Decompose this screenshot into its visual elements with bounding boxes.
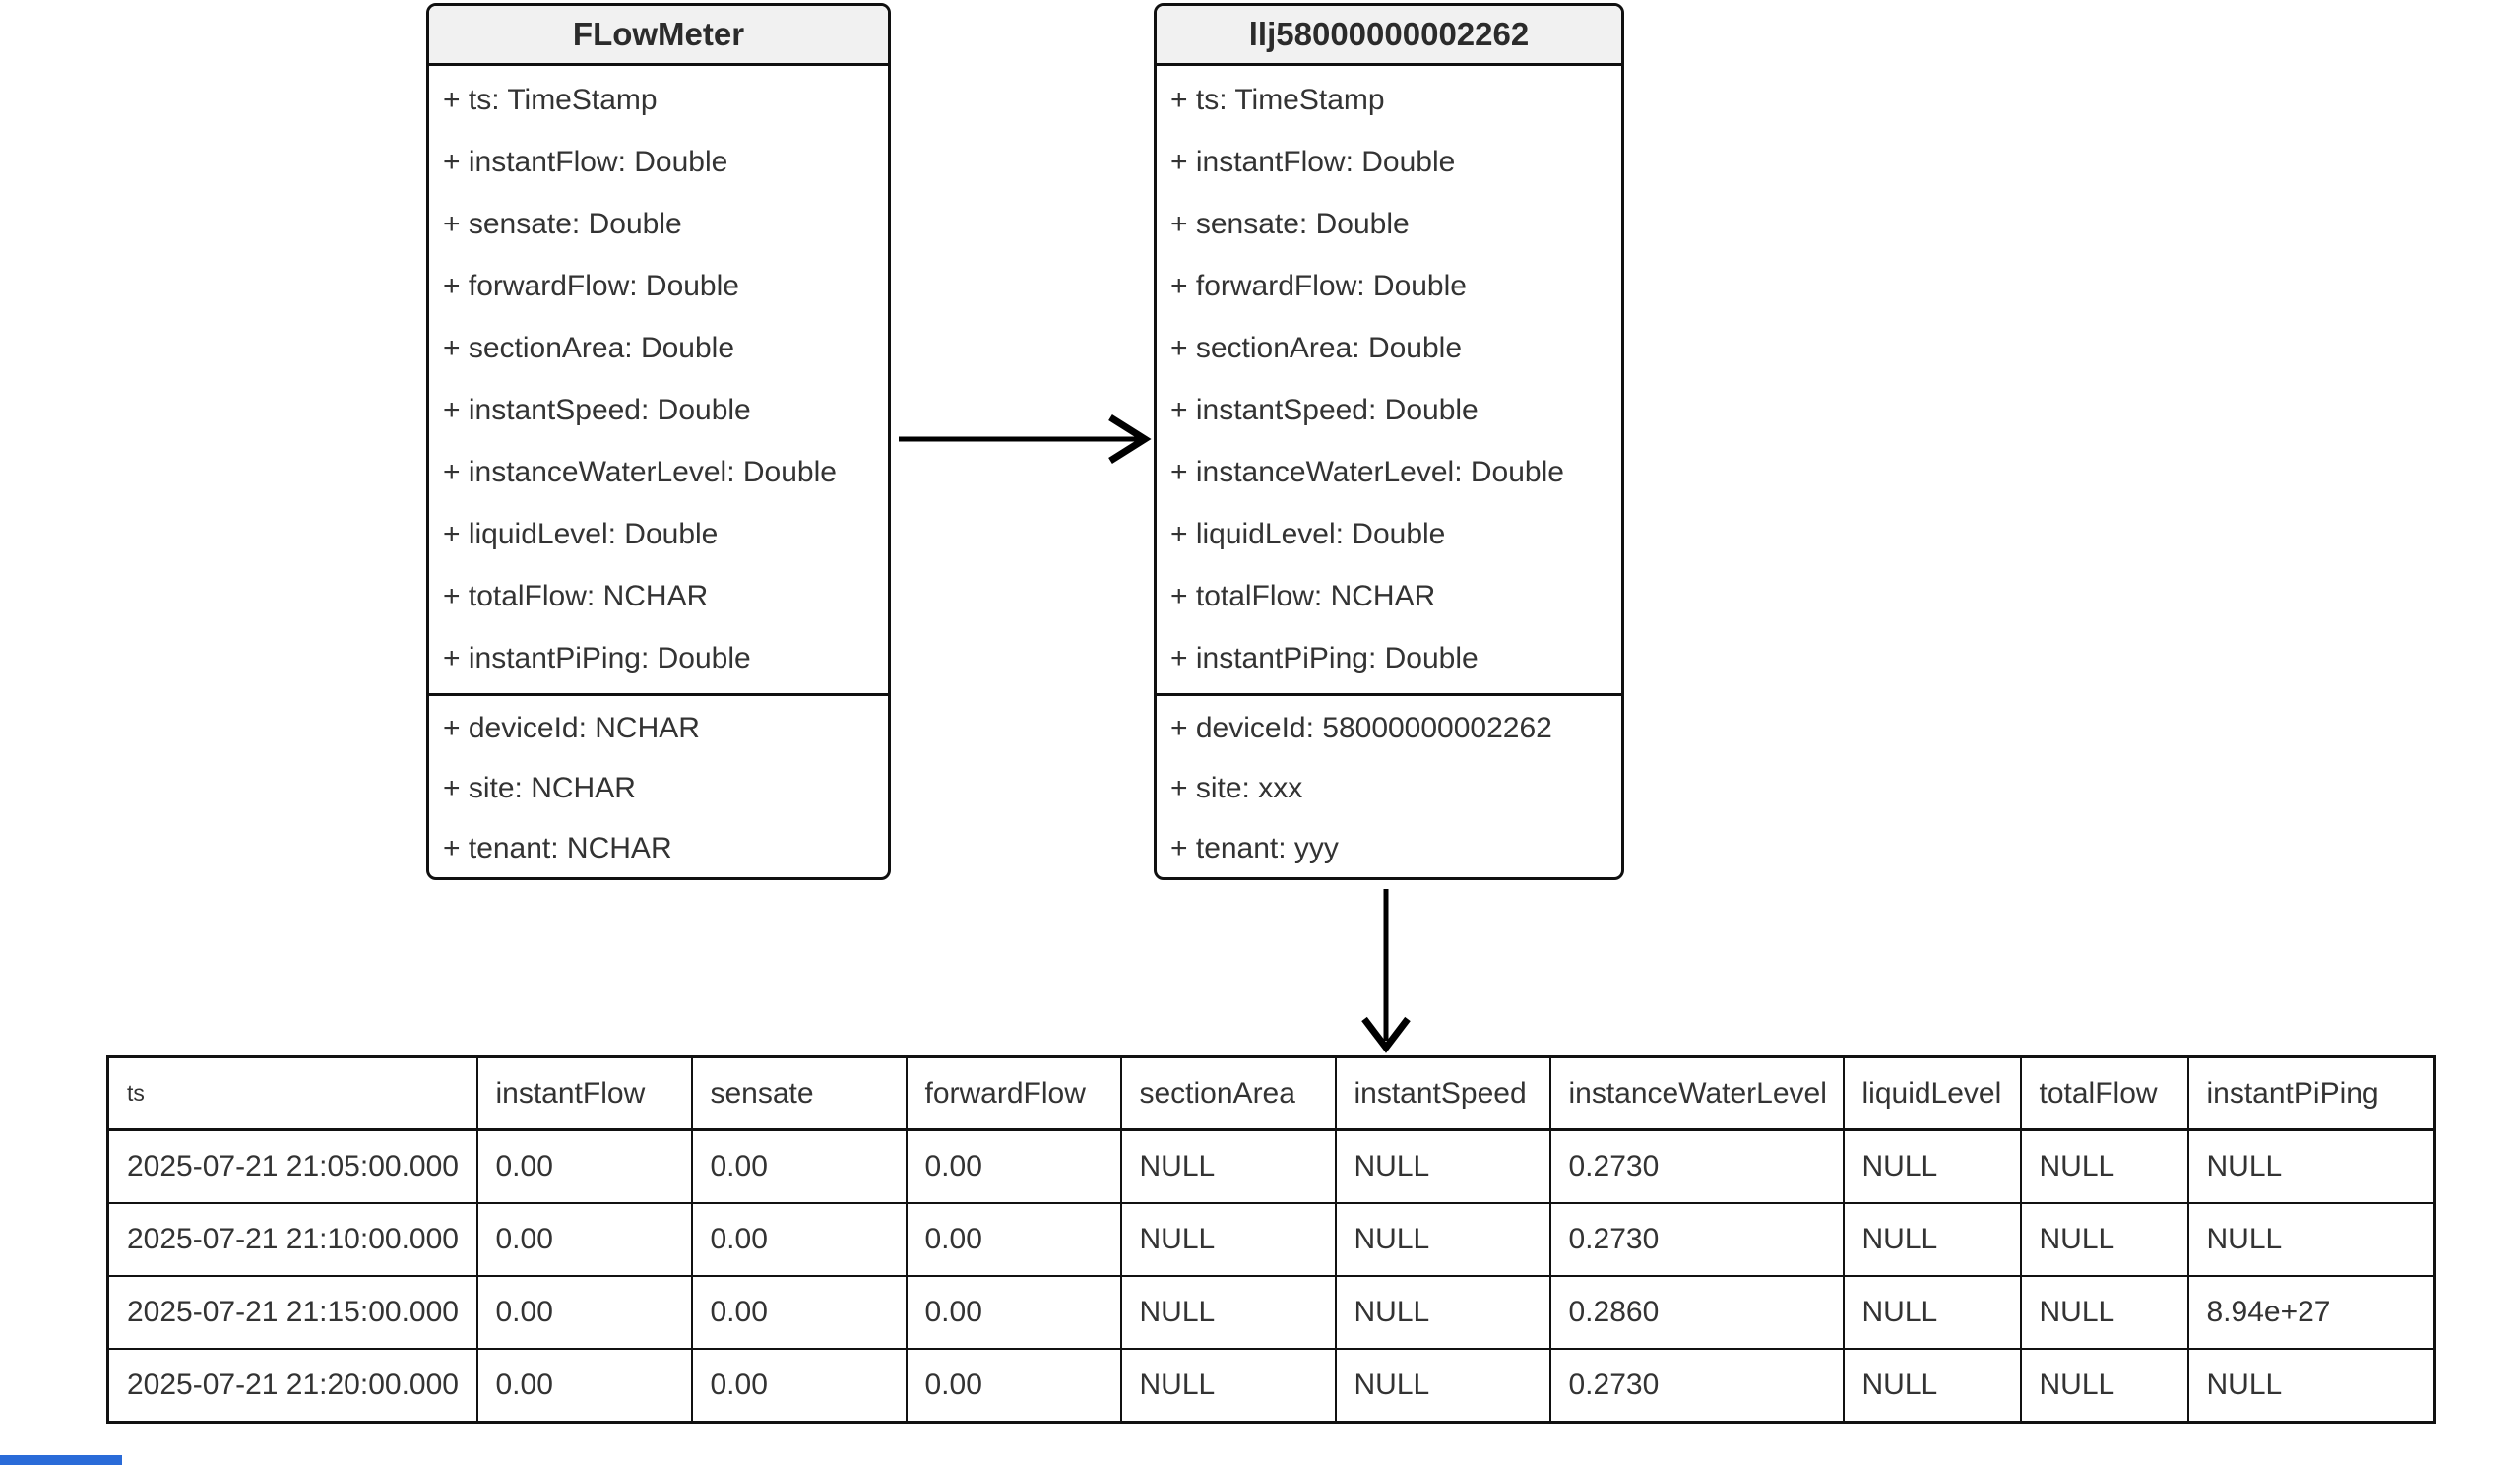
table-cell: NULL bbox=[1334, 1128, 1551, 1204]
table-cell: 2025-07-21 21:15:00.000 bbox=[106, 1275, 478, 1350]
class-tags-supertable: + deviceId: NCHAR + site: NCHAR + tenant… bbox=[429, 696, 888, 878]
table-cell: 0.2730 bbox=[1548, 1348, 1845, 1424]
table-cell: 0.2860 bbox=[1548, 1275, 1845, 1350]
class-attribute: + sectionArea: Double bbox=[443, 332, 735, 364]
class-tag: + deviceId: 58000000002262 bbox=[1170, 712, 1552, 744]
class-tag: + deviceId: NCHAR bbox=[443, 712, 700, 744]
table-cell: 0.00 bbox=[905, 1275, 1122, 1350]
table-row: 2025-07-21 21:20:00.000 0.00 0.00 0.00 N… bbox=[106, 1348, 2436, 1424]
class-box-supertable: FLowMeter + ts: TimeStamp + instantFlow:… bbox=[426, 3, 891, 880]
class-attribute: + instanceWaterLevel: Double bbox=[443, 456, 837, 488]
table-cell: 2025-07-21 21:05:00.000 bbox=[106, 1128, 478, 1204]
class-attribute: + instantPiPing: Double bbox=[443, 642, 751, 674]
class-box-subtable: llj58000000002262 + ts: TimeStamp + inst… bbox=[1154, 3, 1624, 880]
table-cell: NULL bbox=[2019, 1128, 2189, 1204]
table-cell: NULL bbox=[1119, 1128, 1337, 1204]
table-cell: NULL bbox=[1334, 1348, 1551, 1424]
class-attribute: + forwardFlow: Double bbox=[1170, 270, 1467, 302]
column-header: totalFlow bbox=[2019, 1055, 2189, 1131]
table-cell: 2025-07-21 21:20:00.000 bbox=[106, 1348, 478, 1424]
class-attribute: + instantSpeed: Double bbox=[443, 394, 751, 426]
table-cell: NULL bbox=[2019, 1275, 2189, 1350]
class-tags-subtable: + deviceId: 58000000002262 + site: xxx +… bbox=[1157, 696, 1621, 878]
class-attribute: + liquidLevel: Double bbox=[443, 518, 719, 550]
class-tag: + site: xxx bbox=[1170, 772, 1303, 804]
column-header: instantSpeed bbox=[1334, 1055, 1551, 1131]
table-cell: 0.00 bbox=[475, 1275, 693, 1350]
table-cell: NULL bbox=[1119, 1275, 1337, 1350]
class-attribute: + liquidLevel: Double bbox=[1170, 518, 1446, 550]
class-attribute: + ts: TimeStamp bbox=[443, 84, 658, 116]
table-cell: NULL bbox=[1334, 1275, 1551, 1350]
table-cell: NULL bbox=[2186, 1202, 2436, 1277]
table-cell: 0.00 bbox=[690, 1128, 908, 1204]
table-cell: 0.2730 bbox=[1548, 1202, 1845, 1277]
table-cell: 0.00 bbox=[690, 1348, 908, 1424]
table-header-row: ts instantFlow sensate forwardFlow secti… bbox=[106, 1055, 2436, 1131]
table-cell: 0.00 bbox=[905, 1202, 1122, 1277]
class-attribute: + ts: TimeStamp bbox=[1170, 84, 1385, 116]
table-cell: NULL bbox=[1842, 1275, 2022, 1350]
table-cell: NULL bbox=[1334, 1202, 1551, 1277]
class-fields-subtable: + ts: TimeStamp + instantFlow: Double + … bbox=[1157, 66, 1621, 696]
table-cell: 0.2730 bbox=[1548, 1128, 1845, 1204]
table-cell: NULL bbox=[1119, 1348, 1337, 1424]
arrow-down-icon bbox=[1361, 889, 1411, 1053]
data-table: ts instantFlow sensate forwardFlow secti… bbox=[106, 1055, 2436, 1424]
class-fields-supertable: + ts: TimeStamp + instantFlow: Double + … bbox=[429, 66, 888, 696]
class-attribute: + totalFlow: NCHAR bbox=[1170, 580, 1436, 612]
bottom-left-window-fragment bbox=[0, 1455, 122, 1465]
class-attribute: + sensate: Double bbox=[1170, 208, 1410, 240]
column-header: sectionArea bbox=[1119, 1055, 1337, 1131]
table-cell: NULL bbox=[1842, 1128, 2022, 1204]
class-attribute: + sensate: Double bbox=[443, 208, 682, 240]
class-title-supertable: FLowMeter bbox=[429, 6, 888, 66]
table-cell: 2025-07-21 21:10:00.000 bbox=[106, 1202, 478, 1277]
class-attribute: + totalFlow: NCHAR bbox=[443, 580, 709, 612]
class-attribute: + forwardFlow: Double bbox=[443, 270, 739, 302]
table-row: 2025-07-21 21:10:00.000 0.00 0.00 0.00 N… bbox=[106, 1202, 2436, 1277]
class-tag: + tenant: NCHAR bbox=[443, 832, 672, 864]
class-attribute: + instanceWaterLevel: Double bbox=[1170, 456, 1564, 488]
column-header: instanceWaterLevel bbox=[1548, 1055, 1845, 1131]
column-header: instantPiPing bbox=[2186, 1055, 2436, 1131]
table-cell: 0.00 bbox=[690, 1202, 908, 1277]
table-cell: 0.00 bbox=[475, 1202, 693, 1277]
class-tag: + tenant: yyy bbox=[1170, 832, 1339, 864]
column-header: sensate bbox=[690, 1055, 908, 1131]
table-cell: NULL bbox=[2019, 1202, 2189, 1277]
class-title-subtable: llj58000000002262 bbox=[1157, 6, 1621, 66]
class-attribute: + instantPiPing: Double bbox=[1170, 642, 1479, 674]
table-cell: NULL bbox=[2186, 1128, 2436, 1204]
class-attribute: + instantFlow: Double bbox=[443, 146, 728, 178]
table-cell: NULL bbox=[2019, 1348, 2189, 1424]
column-header: forwardFlow bbox=[905, 1055, 1122, 1131]
column-header-ts: ts bbox=[106, 1055, 478, 1131]
table-row: 2025-07-21 21:15:00.000 0.00 0.00 0.00 N… bbox=[106, 1275, 2436, 1350]
result-table-wrap: ts instantFlow sensate forwardFlow secti… bbox=[106, 1055, 2436, 1424]
table-cell: 0.00 bbox=[475, 1348, 693, 1424]
class-attribute: + instantFlow: Double bbox=[1170, 146, 1456, 178]
class-attribute: + instantSpeed: Double bbox=[1170, 394, 1479, 426]
table-cell: NULL bbox=[1842, 1202, 2022, 1277]
table-cell: NULL bbox=[1119, 1202, 1337, 1277]
table-cell: 0.00 bbox=[905, 1128, 1122, 1204]
column-header: instantFlow bbox=[475, 1055, 693, 1131]
class-attribute: + sectionArea: Double bbox=[1170, 332, 1463, 364]
table-row: 2025-07-21 21:05:00.000 0.00 0.00 0.00 N… bbox=[106, 1128, 2436, 1204]
table-cell: 0.00 bbox=[905, 1348, 1122, 1424]
table-cell: NULL bbox=[1842, 1348, 2022, 1424]
table-cell: NULL bbox=[2186, 1348, 2436, 1424]
table-cell: 0.00 bbox=[475, 1128, 693, 1204]
table-cell: 0.00 bbox=[690, 1275, 908, 1350]
column-header: liquidLevel bbox=[1842, 1055, 2022, 1131]
table-cell: 8.94e+27 bbox=[2186, 1275, 2436, 1350]
class-tag: + site: NCHAR bbox=[443, 772, 636, 804]
arrow-right-icon bbox=[899, 414, 1152, 464]
